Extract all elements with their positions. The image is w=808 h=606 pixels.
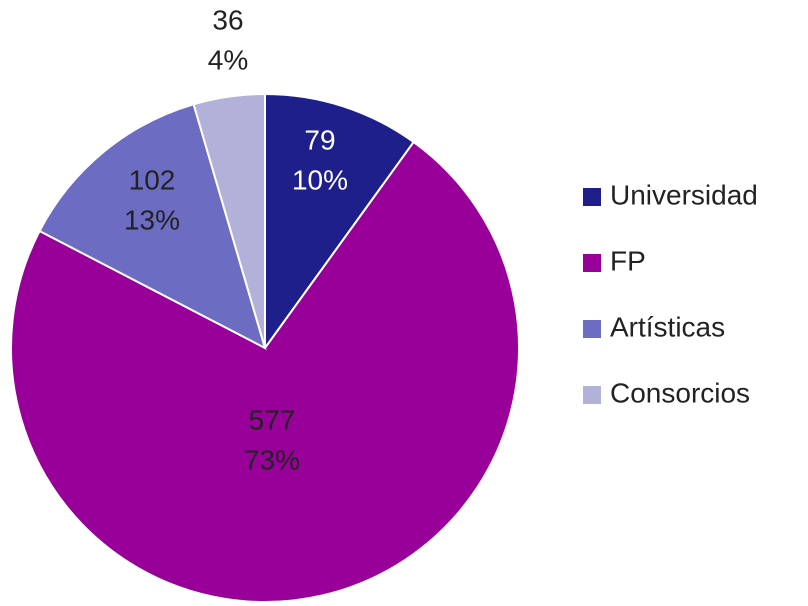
slice-percent-label: 4% <box>208 44 248 75</box>
legend-label: Consorcios <box>610 377 750 408</box>
legend-label: Artísticas <box>610 311 725 342</box>
slice-value-label: 577 <box>249 404 296 435</box>
legend-label: FP <box>610 245 646 276</box>
slice-value-label: 102 <box>129 164 176 195</box>
slice-percent-label: 73% <box>244 444 300 475</box>
legend-swatch <box>583 188 601 206</box>
pie-slice <box>192 92 266 349</box>
slice-value-label: 36 <box>212 4 243 35</box>
slice-percent-label: 13% <box>124 204 180 235</box>
legend-swatch <box>583 254 601 272</box>
slice-value-label: 79 <box>304 124 335 155</box>
pie-slice <box>264 92 416 352</box>
legend-label: Universidad <box>610 179 758 210</box>
legend-swatch <box>583 386 601 404</box>
slice-percent-label: 10% <box>292 164 348 195</box>
pie-slice <box>38 102 267 350</box>
legend-swatch <box>583 320 601 338</box>
pie-slice <box>10 140 520 603</box>
